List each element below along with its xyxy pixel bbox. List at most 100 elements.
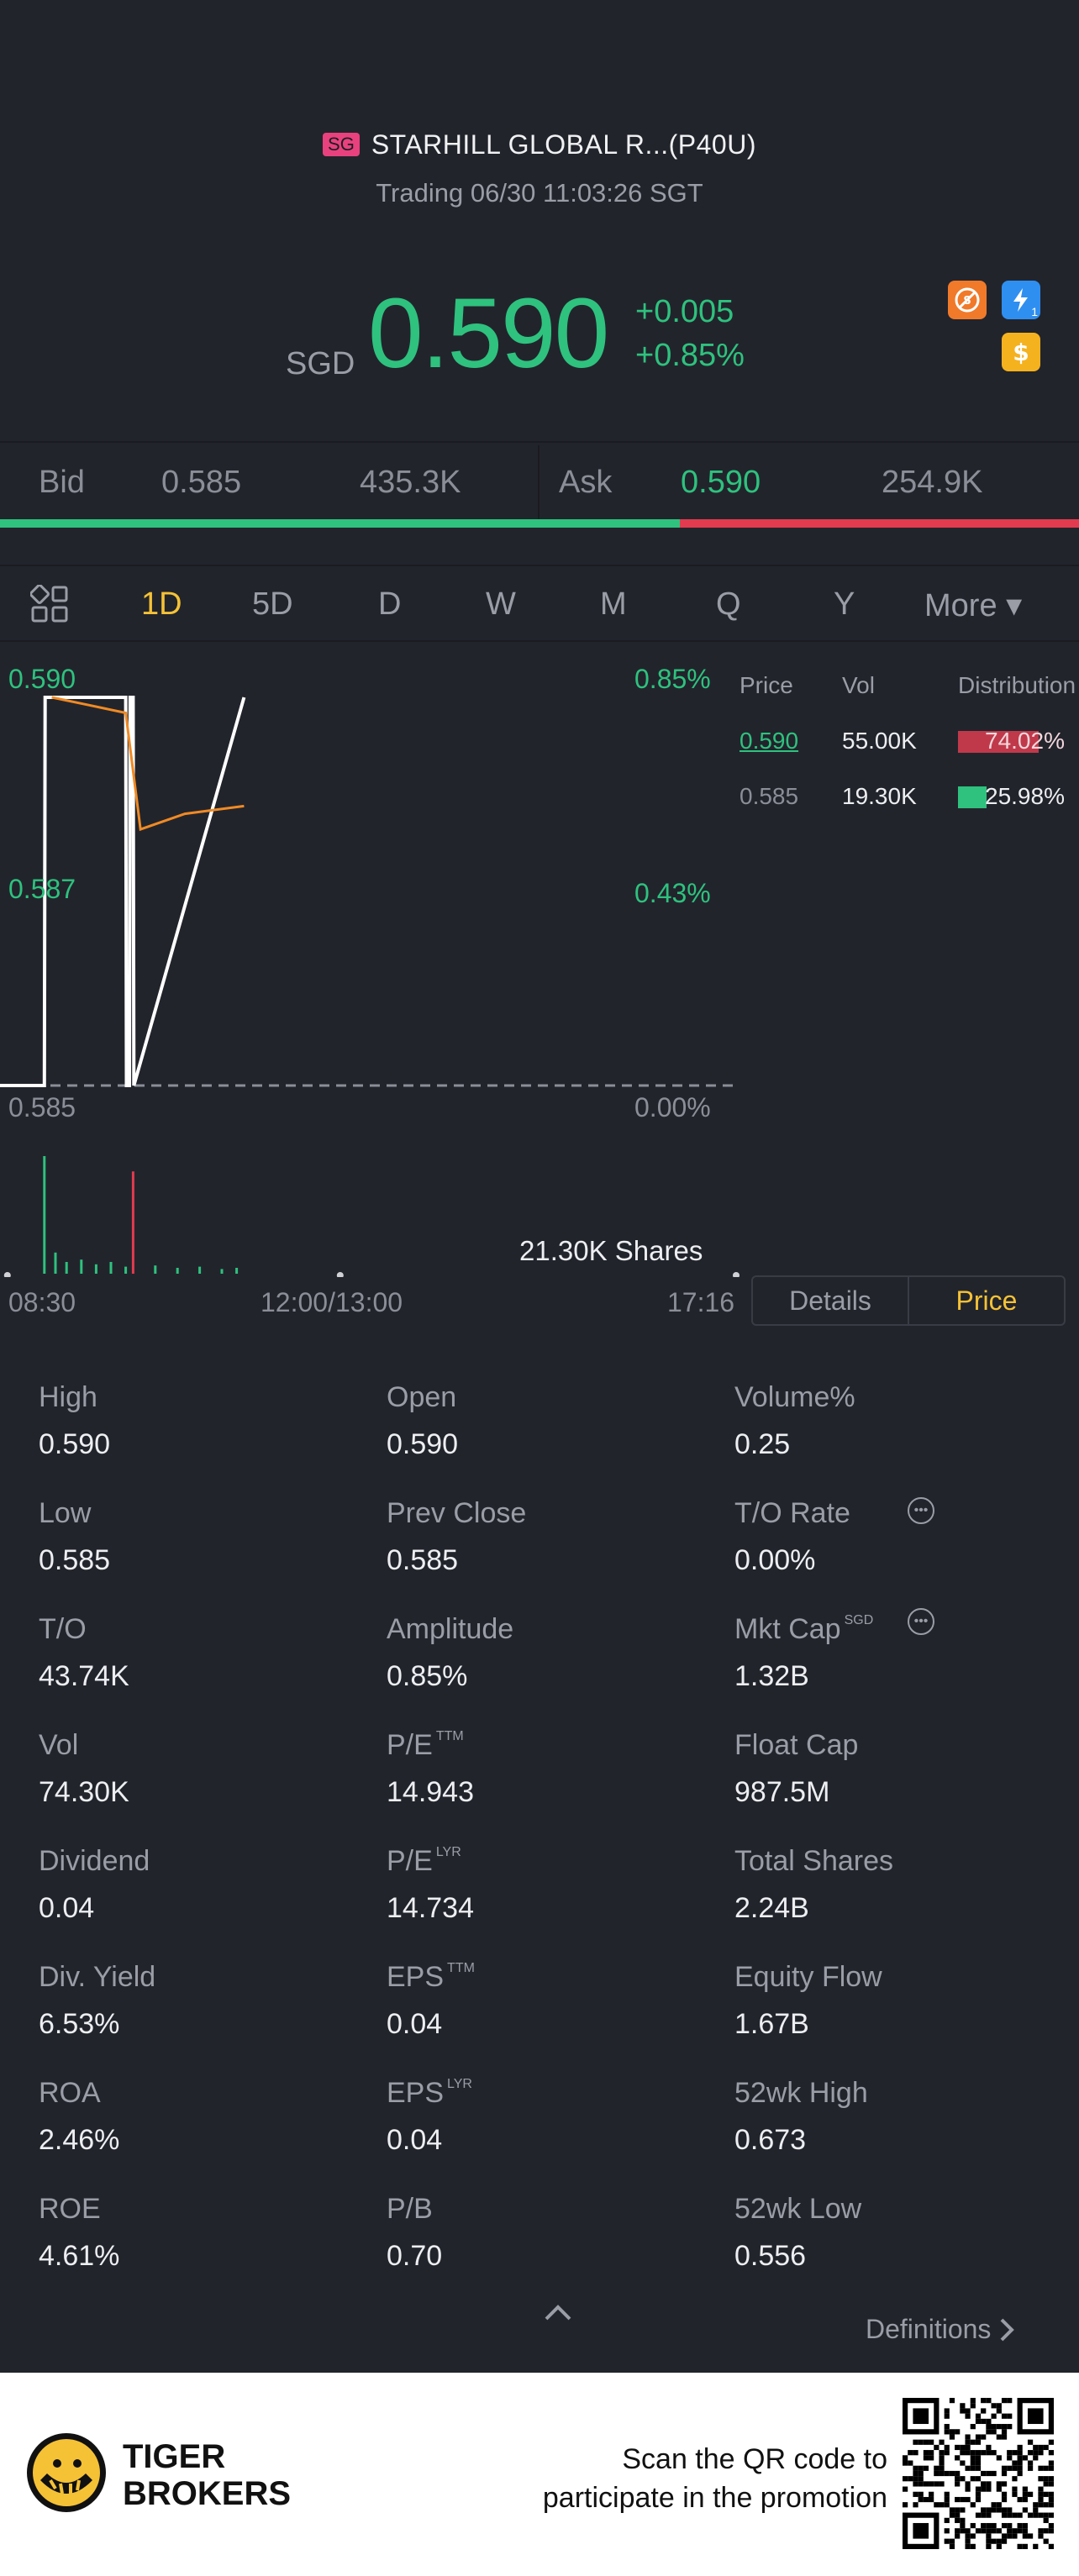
stat-label: Equity Flow (734, 1961, 882, 1993)
stat-value: 2.46% (39, 2124, 120, 2156)
tab-quarter[interactable]: Q (716, 586, 741, 622)
dist-row-vol: 55.00K (842, 728, 917, 754)
y-axis-mid: 0.587 (8, 874, 76, 904)
stat-value: 43.74K (39, 1660, 129, 1692)
stat-label: Float Cap (734, 1729, 859, 1761)
price-distribution: Price Vol Distribution 0.590 55.00K 74.0… (740, 664, 1079, 1252)
time-marker (3, 1272, 11, 1277)
brand-line2: BROKERS (123, 2475, 292, 2512)
stat-value: 0.04 (387, 2008, 443, 2040)
tab-week[interactable]: W (486, 586, 516, 622)
price-change: +0.005 (635, 294, 734, 329)
info-icon[interactable]: ••• (908, 1497, 934, 1524)
intraday-chart[interactable] (0, 664, 740, 1277)
stat-label: Total Shares (734, 1845, 893, 1877)
stat-label: EPS TTM (387, 1961, 475, 1993)
layout-grid-icon[interactable] (29, 584, 69, 628)
brand-name: TIGER BROKERS (123, 2438, 291, 2512)
price-tab[interactable]: Price (955, 1285, 1018, 1316)
stat-value: 987.5M (734, 1776, 830, 1808)
stat-label: Dividend (39, 1845, 150, 1877)
qr-code-icon[interactable] (903, 2398, 1054, 2549)
brand-line1: TIGER (123, 2438, 226, 2475)
stat-superscript: LYR (435, 1845, 461, 1859)
stat-value: 6.53% (39, 2008, 120, 2040)
bid-volume: 435.3K (360, 465, 461, 500)
dist-row-vol: 19.30K (842, 783, 917, 809)
bid-price: 0.585 (161, 465, 242, 500)
dist-row-bar (958, 786, 987, 808)
promo-line1: Scan the QR code to (622, 2443, 887, 2475)
stat-label: Mkt Cap SGD (734, 1613, 874, 1645)
stat-label: Prev Close (387, 1497, 527, 1529)
stat-value: 2.24B (734, 1892, 809, 1924)
flash-badge: 1 (1031, 305, 1038, 318)
time-end: 17:16 (667, 1287, 735, 1317)
no-short-icon[interactable]: S (948, 281, 987, 319)
chevron-right-icon (1000, 2318, 1015, 2341)
stock-title[interactable]: SG STARHILL GLOBAL R...(P40U) (0, 126, 1079, 163)
tab-more[interactable]: More ▾ (924, 588, 1023, 623)
tab-1d[interactable]: 1D (141, 586, 182, 622)
currency-label: SGD (286, 346, 355, 381)
dist-header-distribution: Distribution (958, 672, 1076, 698)
pct-axis-bottom: 0.00% (634, 1092, 711, 1122)
stat-label: P/E LYR (387, 1845, 461, 1877)
stat-value: 74.30K (39, 1776, 129, 1808)
stat-label: Volume% (734, 1381, 855, 1413)
dist-header-price: Price (740, 672, 793, 698)
dollar-icon[interactable]: $ (1002, 333, 1040, 371)
promo-line2: participate in the promotion (542, 2482, 887, 2514)
trading-status: Trading 06/30 11:03:26 SGT (376, 178, 703, 208)
stat-label: 52wk High (734, 2077, 868, 2109)
volume-label: 21.30K Shares (519, 1235, 703, 1266)
last-price: 0.590 (368, 278, 609, 389)
dist-row-price[interactable]: 0.590 (740, 728, 799, 754)
stat-label: P/E TTM (387, 1729, 464, 1761)
detail-toggle: Details Price (751, 1275, 1066, 1326)
definitions-link[interactable]: Definitions (866, 2314, 1015, 2345)
info-icon[interactable]: ••• (908, 1608, 934, 1635)
tab-month[interactable]: M (600, 586, 627, 622)
stat-value: 0.673 (734, 2124, 807, 2156)
stock-name: STARHILL GLOBAL R...(P40U) (371, 129, 756, 160)
stat-value: 1.32B (734, 1660, 809, 1692)
pct-axis-mid: 0.43% (634, 878, 711, 908)
stat-label: Div. Yield (39, 1961, 156, 1993)
dist-header-vol: Vol (842, 672, 875, 698)
details-tab[interactable]: Details (753, 1277, 909, 1324)
dist-row-pct: 25.98% (985, 783, 1065, 809)
stat-superscript: LYR (447, 2077, 472, 2091)
dist-row-bar (958, 731, 1039, 753)
collapse-chevron-icon[interactable] (543, 2302, 573, 2326)
y-axis-bottom: 0.585 (8, 1092, 76, 1122)
stat-value: 0.04 (39, 1892, 95, 1924)
stat-label: T/O (39, 1613, 87, 1645)
tab-day[interactable]: D (378, 586, 402, 622)
stat-value: 0.590 (387, 1428, 459, 1460)
ask-strength-bar (680, 519, 1079, 528)
svg-text:$: $ (1013, 339, 1029, 366)
dist-row-pct: 74.02% (985, 728, 1065, 754)
stat-value: 14.943 (387, 1776, 474, 1808)
tab-year[interactable]: Y (834, 586, 855, 622)
bid-label: Bid (39, 465, 85, 500)
stat-label: T/O Rate (734, 1497, 850, 1529)
stat-value: 0.85% (387, 1660, 468, 1692)
flash-icon[interactable]: 1 (1002, 281, 1040, 319)
price-line (0, 696, 246, 1087)
promo-footer: TIGER BROKERS Scan the QR code to partic… (0, 2373, 1079, 2576)
time-marker (336, 1272, 344, 1277)
stat-value: 0.556 (734, 2240, 807, 2272)
time-marker (733, 1272, 740, 1277)
ask-label: Ask (559, 465, 613, 500)
dist-row-price[interactable]: 0.585 (740, 783, 799, 809)
stat-label: P/B (387, 2193, 433, 2225)
tiger-logo-icon (25, 2431, 108, 2518)
stat-value: 0.00% (734, 1544, 816, 1576)
stat-label: ROA (39, 2077, 101, 2109)
stat-value: 0.585 (39, 1544, 111, 1576)
key-stats: High 0.590 Open 0.590 Volume% 0.25 Low 0.585 Pre… (0, 1369, 1079, 2294)
stat-value: 0.04 (387, 2124, 443, 2156)
tab-5d[interactable]: 5D (252, 586, 293, 622)
